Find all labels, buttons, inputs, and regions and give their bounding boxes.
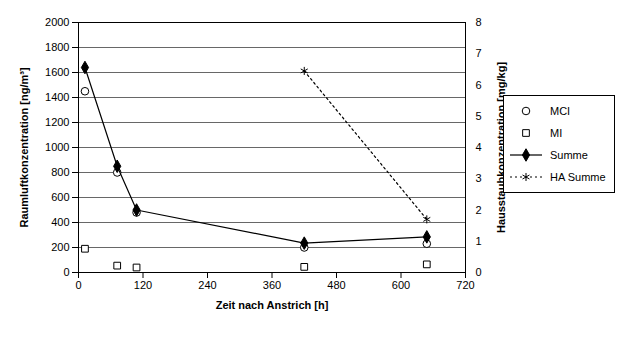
svg-text:400: 400 <box>51 216 69 228</box>
html-text:MI: MI <box>550 127 563 139</box>
svg-text:Raumluftkonzentration [ng/m³]: Raumluftkonzentration [ng/m³] <box>18 67 30 227</box>
svg-text:7: 7 <box>476 47 482 59</box>
html-text:MCI: MCI <box>550 105 571 117</box>
svg-text:480: 480 <box>327 279 345 291</box>
svg-text:1200: 1200 <box>45 116 69 128</box>
svg-text:Zeit nach Anstrich [h]: Zeit nach Anstrich [h] <box>216 299 329 311</box>
svg-text:Hausstaubkonzentration [mg/kg]: Hausstaubkonzentration [mg/kg] <box>495 61 507 234</box>
svg-text:8: 8 <box>476 16 482 28</box>
svg-text:2000: 2000 <box>45 16 69 28</box>
svg-text:800: 800 <box>51 166 69 178</box>
svg-text:2: 2 <box>476 204 482 216</box>
svg-text:1600: 1600 <box>45 66 69 78</box>
html-text:Summe: Summe <box>550 149 588 161</box>
html-text:HA Summe: HA Summe <box>550 171 606 183</box>
svg-text:1000: 1000 <box>45 141 69 153</box>
svg-text:1400: 1400 <box>45 91 69 103</box>
svg-text:5: 5 <box>476 110 482 122</box>
svg-text:600: 600 <box>51 191 69 203</box>
svg-text:4: 4 <box>476 141 482 153</box>
svg-text:0: 0 <box>63 266 69 278</box>
svg-text:1800: 1800 <box>45 41 69 53</box>
svg-text:0: 0 <box>75 279 81 291</box>
svg-text:200: 200 <box>51 241 69 253</box>
svg-text:600: 600 <box>392 279 410 291</box>
svg-text:120: 120 <box>134 279 152 291</box>
svg-text:1: 1 <box>476 235 482 247</box>
svg-text:360: 360 <box>263 279 281 291</box>
svg-text:3: 3 <box>476 172 482 184</box>
svg-text:0: 0 <box>476 266 482 278</box>
svg-text:240: 240 <box>198 279 216 291</box>
svg-text:6: 6 <box>476 79 482 91</box>
svg-text:720: 720 <box>456 279 474 291</box>
